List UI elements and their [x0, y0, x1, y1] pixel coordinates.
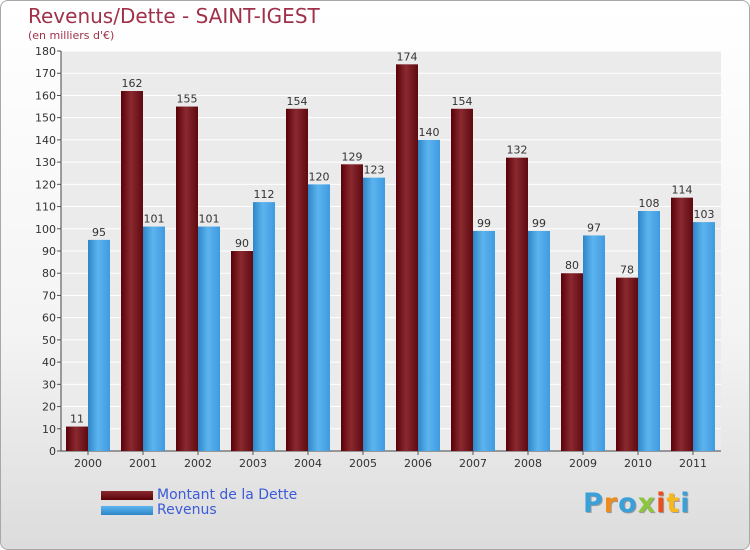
bar-revenus	[143, 226, 165, 451]
data-label-revenus: 120	[309, 170, 330, 183]
bar-revenus	[253, 202, 275, 451]
y-tick-label: 170	[35, 67, 56, 80]
data-label-revenus: 99	[532, 217, 546, 230]
legend-label-dette: Montant de la Dette	[157, 487, 298, 503]
legend-swatch-revenus	[101, 505, 153, 515]
y-tick-label: 30	[42, 378, 56, 391]
data-label-revenus: 99	[477, 217, 491, 230]
bar-revenus	[418, 139, 440, 451]
data-label-revenus: 95	[92, 226, 106, 239]
bar-dette	[176, 106, 198, 452]
bar-revenus	[638, 211, 660, 451]
bar-dette	[451, 108, 473, 452]
y-tick-label: 90	[42, 245, 56, 258]
chart-title: Revenus/Dette - SAINT-IGEST	[28, 4, 320, 28]
bar-dette	[561, 273, 583, 451]
legend-label-revenus: Revenus	[157, 502, 217, 518]
bar-dette	[121, 91, 143, 451]
proxiti-logo: Proxiti	[583, 488, 691, 519]
data-label-dette: 114	[672, 184, 693, 197]
bar-revenus	[583, 235, 605, 451]
data-label-dette: 154	[452, 95, 473, 108]
data-label-dette: 154	[287, 95, 308, 108]
data-label-revenus: 140	[419, 126, 440, 139]
data-label-revenus: 112	[254, 188, 275, 201]
data-label-dette: 78	[620, 264, 634, 277]
x-tick-label: 2011	[679, 457, 707, 470]
y-tick-label: 150	[35, 112, 56, 125]
bar-dette	[66, 426, 88, 451]
data-label-revenus: 123	[364, 164, 385, 177]
data-label-dette: 90	[235, 237, 249, 250]
x-tick-label: 2009	[569, 457, 597, 470]
y-tick-label: 50	[42, 334, 56, 347]
bar-revenus	[473, 231, 495, 451]
y-tick-label: 70	[42, 289, 56, 302]
bar-dette	[671, 197, 693, 451]
y-tick-label: 120	[35, 178, 56, 191]
bar-dette	[616, 277, 638, 451]
bar-revenus	[693, 222, 715, 451]
x-tick-label: 2004	[294, 457, 322, 470]
x-tick-label: 2010	[624, 457, 652, 470]
y-tick-label: 130	[35, 156, 56, 169]
data-label-revenus: 101	[144, 213, 165, 226]
data-label-revenus: 97	[587, 221, 601, 234]
data-label-dette: 129	[342, 150, 363, 163]
legend-item-dette: Montant de la Dette	[101, 487, 297, 503]
y-tick-label: 140	[35, 134, 56, 147]
data-label-dette: 80	[565, 259, 579, 272]
y-tick-label: 20	[42, 401, 56, 414]
data-label-revenus: 101	[199, 213, 220, 226]
data-label-revenus: 108	[639, 197, 660, 210]
bar-dette	[341, 164, 363, 452]
data-label-dette: 132	[507, 144, 528, 157]
y-tick-label: 160	[35, 89, 56, 102]
bar-revenus	[88, 239, 110, 451]
y-tick-label: 60	[42, 312, 56, 325]
x-tick-label: 2002	[184, 457, 212, 470]
x-tick-label: 2008	[514, 457, 542, 470]
x-tick-label: 2001	[129, 457, 157, 470]
legend-item-revenus: Revenus	[101, 502, 217, 518]
x-tick-label: 2006	[404, 457, 432, 470]
legend-swatch-dette	[101, 490, 153, 500]
x-tick-label: 2003	[239, 457, 267, 470]
x-tick-label: 2000	[74, 457, 102, 470]
bar-revenus	[363, 177, 385, 451]
x-tick-label: 2005	[349, 457, 377, 470]
chart-subtitle: (en milliers d'€)	[28, 29, 115, 42]
bar-dette	[231, 251, 253, 451]
bar-revenus	[528, 231, 550, 451]
y-tick-label: 40	[42, 356, 56, 369]
data-label-revenus: 103	[694, 208, 715, 221]
bar-dette	[506, 157, 528, 451]
data-label-dette: 162	[122, 77, 143, 90]
bar-dette	[396, 64, 418, 452]
y-tick-label: 0	[49, 445, 56, 458]
x-tick-label: 2007	[459, 457, 487, 470]
bar-dette	[286, 108, 308, 452]
bar-revenus	[308, 184, 330, 452]
y-tick-label: 100	[35, 223, 56, 236]
data-label-dette: 11	[70, 413, 84, 426]
y-tick-label: 10	[42, 423, 56, 436]
data-label-dette: 174	[397, 50, 418, 63]
y-tick-label: 180	[35, 45, 56, 58]
bar-revenus	[198, 226, 220, 451]
y-tick-label: 80	[42, 267, 56, 280]
data-label-dette: 155	[177, 93, 198, 106]
y-tick-label: 110	[35, 201, 56, 214]
